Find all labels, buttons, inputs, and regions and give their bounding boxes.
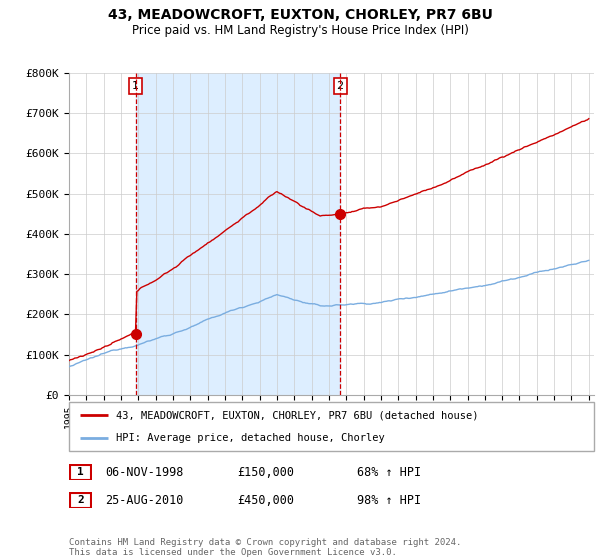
Text: 2: 2 bbox=[337, 81, 344, 91]
Text: 1: 1 bbox=[77, 467, 84, 477]
Text: 1: 1 bbox=[132, 81, 139, 91]
Text: Price paid vs. HM Land Registry's House Price Index (HPI): Price paid vs. HM Land Registry's House … bbox=[131, 24, 469, 36]
Text: 98% ↑ HPI: 98% ↑ HPI bbox=[357, 493, 421, 507]
Text: £450,000: £450,000 bbox=[237, 493, 294, 507]
Text: Contains HM Land Registry data © Crown copyright and database right 2024.
This d: Contains HM Land Registry data © Crown c… bbox=[69, 538, 461, 557]
Text: £150,000: £150,000 bbox=[237, 465, 294, 479]
Text: 43, MEADOWCROFT, EUXTON, CHORLEY, PR7 6BU: 43, MEADOWCROFT, EUXTON, CHORLEY, PR7 6B… bbox=[107, 8, 493, 22]
Text: 43, MEADOWCROFT, EUXTON, CHORLEY, PR7 6BU (detached house): 43, MEADOWCROFT, EUXTON, CHORLEY, PR7 6B… bbox=[116, 410, 479, 421]
FancyBboxPatch shape bbox=[70, 465, 91, 479]
Text: 25-AUG-2010: 25-AUG-2010 bbox=[105, 493, 184, 507]
FancyBboxPatch shape bbox=[69, 402, 594, 451]
Text: HPI: Average price, detached house, Chorley: HPI: Average price, detached house, Chor… bbox=[116, 433, 385, 444]
Text: 68% ↑ HPI: 68% ↑ HPI bbox=[357, 465, 421, 479]
Text: 2: 2 bbox=[77, 495, 84, 505]
Bar bbox=[136, 73, 340, 395]
Text: 06-NOV-1998: 06-NOV-1998 bbox=[105, 465, 184, 479]
FancyBboxPatch shape bbox=[70, 493, 91, 507]
